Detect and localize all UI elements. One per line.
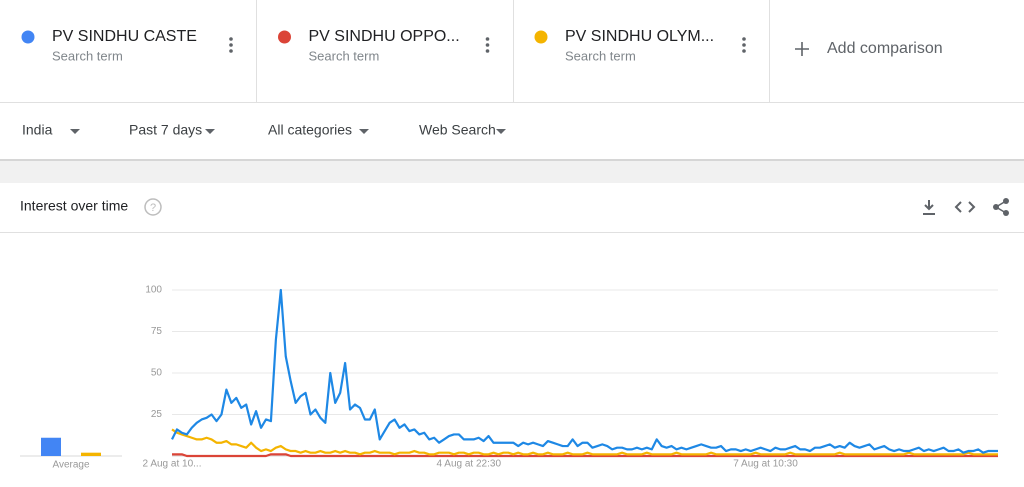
y-tick-label: 100: [145, 285, 162, 296]
y-tick-label: 50: [151, 368, 163, 379]
filter-bar: India Past 7 days All categories Web Search: [22, 122, 506, 138]
filter-label: Web Search: [419, 122, 496, 138]
download-icon[interactable]: [923, 200, 935, 215]
share-icon[interactable]: [993, 198, 1009, 216]
dropdown-caret: [359, 129, 369, 134]
menu-dot: [485, 49, 490, 53]
menu-dot: [742, 43, 746, 47]
term-card[interactable]: PV SINDHU OLYM... Search term: [534, 28, 746, 63]
dropdown-caret: [205, 129, 215, 134]
add-comparison-label[interactable]: Add comparison: [827, 40, 943, 57]
menu-dot: [485, 37, 490, 41]
term-name: PV SINDHU OPPO...: [309, 28, 460, 45]
average-bar: [81, 452, 101, 456]
term-name: PV SINDHU OLYM...: [565, 28, 714, 45]
average-bar: [41, 437, 61, 456]
shadow: [0, 159, 1024, 161]
filter-label: India: [22, 122, 53, 138]
trend-line: [171, 288, 998, 454]
filter-label: Past 7 days: [129, 122, 202, 138]
term-card[interactable]: PV SINDHU OPPO... Search term: [278, 28, 490, 63]
menu-dot: [229, 49, 233, 53]
term-dot: [534, 30, 548, 44]
add-comparison[interactable]: Add comparison: [795, 40, 943, 57]
term-name: PV SINDHU CASTE: [52, 28, 197, 45]
filter-label: All categories: [268, 122, 352, 138]
term-subtitle: Search term: [565, 48, 636, 63]
embed-icon[interactable]: [954, 201, 976, 213]
trend-line: [172, 453, 998, 458]
filter-dropdown[interactable]: Past 7 days: [129, 122, 215, 138]
y-tick-label: 75: [151, 326, 163, 337]
menu-dot: [742, 49, 746, 53]
x-tick-label: 7 Aug at 10:30: [733, 459, 798, 470]
menu-dot: [742, 37, 746, 41]
filter-dropdown[interactable]: Web Search: [419, 122, 506, 138]
x-tick-label: 4 Aug at 22:30: [437, 459, 502, 470]
menu-dot: [229, 43, 233, 47]
y-tick-label: 25: [151, 409, 163, 420]
filter-dropdown[interactable]: India: [22, 122, 80, 138]
share-lines: [994, 200, 1007, 214]
menu-dot: [229, 37, 233, 41]
plus-icon: [795, 42, 809, 56]
term-card[interactable]: PV SINDHU CASTE Search term: [21, 28, 233, 63]
dropdown-caret: [496, 129, 506, 134]
term-dot: [278, 30, 291, 44]
term-subtitle: Search term: [309, 48, 380, 63]
term-bar: [0, 0, 1024, 102]
help-mark: ?: [150, 202, 156, 214]
filter-dropdown[interactable]: All categories: [268, 122, 369, 138]
x-tick-label: 2 Aug at 10...: [143, 459, 202, 470]
help-icon[interactable]: ?: [144, 198, 162, 216]
chart: 25 50 75 100 2 Aug at 10... 4 Aug at 22:30 7 A…: [20, 285, 998, 471]
term-subtitle: Search term: [52, 48, 123, 63]
dropdown-caret: [70, 129, 80, 134]
help-circle: [144, 198, 162, 216]
gap: [0, 161, 1024, 183]
average-label: Average: [52, 460, 90, 471]
trend-line: [171, 428, 998, 456]
term-dot: [21, 30, 35, 44]
menu-dot: [485, 43, 490, 47]
panel-title: Interest over time: [20, 198, 128, 214]
